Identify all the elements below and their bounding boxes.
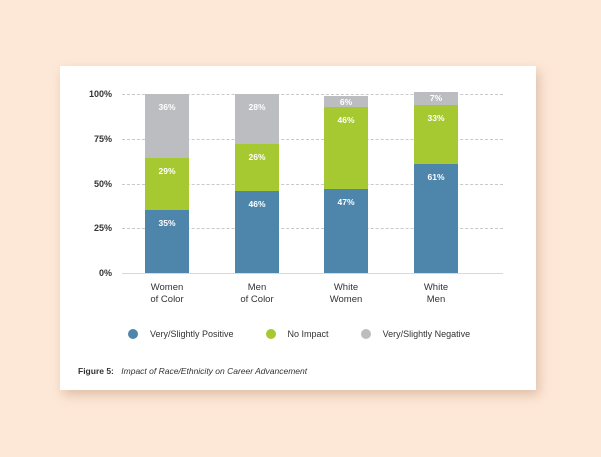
- category-line-2: of Color: [240, 294, 274, 305]
- bar-men-of-color: 46% 26% 28%: [235, 66, 279, 390]
- category-line-2: of Color: [150, 294, 184, 305]
- bar-value-label: 26%: [248, 152, 266, 163]
- gridline: [122, 138, 503, 140]
- figure-title: Impact of Race/Ethnicity on Career Advan…: [121, 366, 308, 376]
- x-axis-category-label: Women of Color: [127, 282, 207, 306]
- bar-value-label: 35%: [158, 218, 176, 229]
- legend-item-positive: Very/Slightly Positive: [128, 329, 234, 339]
- stacked-bar-chart: 100% 75% 50% 25% 0% 35% 29% 36% Women of Color 46%…: [60, 66, 536, 390]
- bar-segment: [414, 163, 458, 273]
- gridline: [122, 94, 503, 95]
- x-axis-baseline: [122, 273, 503, 274]
- category-line-2: Women: [329, 294, 363, 305]
- category-line-1: Women: [150, 282, 184, 293]
- bar-segment: [235, 144, 279, 191]
- category-line-1: Men: [247, 282, 267, 293]
- legend-item-negative: Very/Slightly Negative: [360, 329, 471, 339]
- bar-segment: [235, 94, 279, 145]
- figure-card: 100% 75% 50% 25% 0% 35% 29% 36% Women of Color 46%…: [60, 66, 536, 390]
- legend-label-no-impact: No Impact: [287, 329, 329, 339]
- category-line-1: White: [333, 282, 359, 293]
- legend-item-no-impact: No Impact: [265, 329, 329, 339]
- figure-caption: Figure 5: Impact of Race/Ethnicity on Ca…: [78, 366, 307, 376]
- legend-dot-negative-icon: [360, 329, 371, 339]
- x-axis-category-label: White Men: [396, 282, 476, 306]
- y-axis-tick-label: 50%: [93, 178, 112, 189]
- bar-segment: [414, 92, 458, 105]
- y-axis-tick-label: 0%: [98, 268, 112, 278]
- bar-value-label: 29%: [158, 166, 176, 177]
- bar-value-label: 47%: [337, 196, 355, 207]
- x-axis-category-label: White Women: [306, 282, 386, 306]
- bar-white-men: 61% 33% 7%: [414, 66, 458, 390]
- y-axis-tick-label: 25%: [93, 223, 112, 234]
- y-axis-tick-label: 100%: [88, 89, 112, 99]
- bar-segment: [145, 210, 189, 273]
- legend-dot-no-impact-icon: [265, 329, 276, 339]
- legend-dot-positive-icon: [128, 329, 138, 339]
- gridline: [122, 183, 503, 185]
- category-line-2: Men: [426, 294, 446, 305]
- bar-value-label: 46%: [337, 114, 355, 125]
- bar-segment: [324, 106, 368, 189]
- bar-segment: [414, 104, 458, 164]
- category-line-1: White: [423, 282, 449, 293]
- bar-segment: [145, 94, 189, 159]
- bar-value-label: 7%: [429, 93, 443, 104]
- bar-value-label: 46%: [248, 198, 266, 209]
- legend-label-positive: Very/Slightly Positive: [150, 329, 234, 339]
- x-axis-category-label: Men of Color: [217, 282, 297, 306]
- bar-segment: [324, 95, 368, 107]
- gridline: [122, 228, 503, 230]
- bar-value-label: 33%: [427, 112, 445, 123]
- bar-segment: [145, 158, 189, 211]
- bar-segment: [235, 190, 279, 273]
- bar-white-women: 47% 46% 6%: [324, 66, 368, 390]
- bar-women-of-color: 35% 29% 36%: [145, 66, 189, 390]
- bar-value-label: 61%: [427, 171, 445, 182]
- bar-value-label: 36%: [158, 102, 176, 112]
- legend-label-negative: Very/Slightly Negative: [382, 329, 471, 339]
- y-axis-tick-label: 75%: [93, 133, 112, 144]
- figure-number: Figure 5:: [78, 366, 114, 376]
- bar-segment: [324, 188, 368, 273]
- legend: Very/Slightly Positive No Impact Very/Sl…: [128, 327, 502, 341]
- bar-value-label: 28%: [248, 102, 266, 112]
- bar-value-label: 6%: [339, 96, 353, 107]
